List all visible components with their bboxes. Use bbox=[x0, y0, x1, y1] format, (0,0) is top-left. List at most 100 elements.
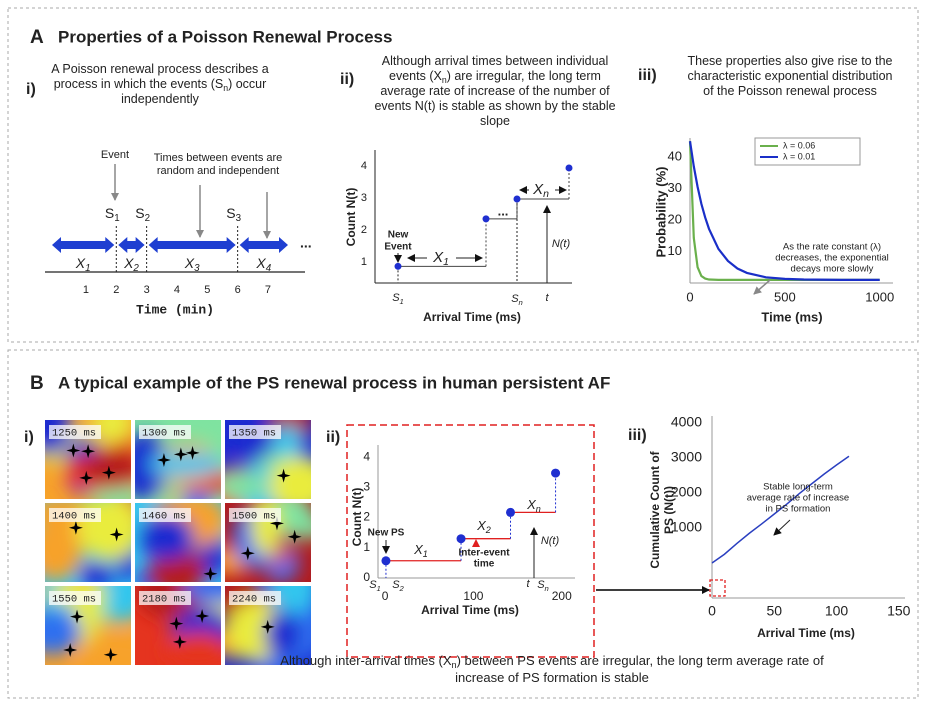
x-tick-label: 1000 bbox=[865, 289, 894, 304]
y-tick-label: 1 bbox=[361, 256, 367, 268]
event-label: S1 bbox=[392, 292, 404, 306]
annotation: decreases, the exponential bbox=[775, 253, 889, 264]
description: of the Poisson renewal process bbox=[703, 84, 877, 98]
interval-label-part: 1 bbox=[423, 549, 428, 559]
caption: increase of PS formation is stable bbox=[455, 670, 649, 685]
description: slope bbox=[480, 114, 510, 128]
data-point bbox=[395, 263, 402, 270]
y-tick-label: 4 bbox=[363, 449, 370, 463]
x-tick-label: 50 bbox=[766, 603, 782, 619]
y-axis-label: PS (N(t)) bbox=[662, 486, 676, 534]
frame-label: 1500 ms bbox=[232, 510, 276, 522]
caption: Although inter-arrival times (Xn) betwee… bbox=[280, 653, 824, 670]
event-label: Sn bbox=[537, 579, 549, 593]
x-tick-label: 6 bbox=[235, 284, 241, 296]
description: Although arrival times between individua… bbox=[382, 54, 609, 68]
description-part: Although arrival times between individua… bbox=[382, 54, 609, 68]
x-tick-label: 100 bbox=[463, 589, 483, 603]
description-part: events N(t) is stable as shown by the st… bbox=[374, 99, 615, 113]
panel-title: Properties of a Poisson Renewal Process bbox=[58, 27, 392, 46]
x-tick-label: 0 bbox=[382, 589, 389, 603]
event-label-part: 1 bbox=[400, 297, 404, 306]
y-tick-label: 3 bbox=[361, 192, 367, 204]
event-label-part: S bbox=[105, 205, 114, 221]
interval-label: X1 bbox=[413, 542, 428, 559]
description: independently bbox=[121, 92, 200, 106]
interval-label-part: X bbox=[184, 255, 195, 271]
x-axis-label: Time (min) bbox=[136, 302, 214, 317]
heatmap-blobs bbox=[26, 486, 146, 589]
description-part: process in which the events (S bbox=[54, 77, 224, 91]
subpanel-label: iii) bbox=[638, 67, 657, 84]
x-tick-label: 5 bbox=[204, 284, 210, 296]
description-part: ) occur bbox=[228, 77, 266, 91]
event-label-part: 1 bbox=[377, 584, 381, 593]
y-tick-label: 3000 bbox=[671, 449, 702, 465]
annotation: decays more slowly bbox=[791, 264, 874, 275]
caption-part: Although inter-arrival times (X bbox=[280, 653, 452, 668]
subpanel-label: i) bbox=[24, 429, 34, 446]
legend-label: λ = 0.01 bbox=[783, 151, 815, 161]
interval-label-part: X bbox=[123, 255, 134, 271]
heatmap-blob bbox=[148, 452, 224, 476]
event-label: S1 bbox=[369, 579, 381, 593]
caption-part: ) between PS events are irregular, the l… bbox=[457, 653, 824, 668]
event-label-part: 1 bbox=[114, 213, 119, 224]
x-tick-label: 500 bbox=[774, 289, 796, 304]
interval-label: Xn bbox=[532, 181, 549, 200]
frame-label: 1250 ms bbox=[52, 427, 96, 439]
interval-label: X3 bbox=[184, 255, 200, 274]
interval-label-part: 1 bbox=[443, 256, 449, 268]
x-tick-label: 2 bbox=[113, 284, 119, 296]
heatmap-blobs bbox=[25, 394, 148, 512]
event-label: S3 bbox=[226, 205, 241, 224]
description-part: These properties also give rise to the bbox=[688, 54, 893, 68]
data-point bbox=[457, 534, 466, 543]
y-tick-label: 4000 bbox=[671, 414, 702, 430]
new-event-label: New PS bbox=[368, 528, 405, 539]
subpanel-label: iii) bbox=[628, 427, 647, 444]
interval-label-part: n bbox=[536, 504, 541, 514]
subpanel-label: ii) bbox=[340, 71, 354, 88]
legend-label: λ = 0.06 bbox=[783, 140, 815, 150]
description: events (Xn) are irregular, the long term bbox=[389, 69, 601, 85]
y-axis-label: Cumulative Count of bbox=[648, 450, 662, 568]
interval-arrow bbox=[149, 237, 236, 253]
panel-label: A bbox=[30, 27, 44, 48]
event-label-part: 3 bbox=[236, 213, 242, 224]
annotation-arrow bbox=[774, 520, 790, 535]
annotation: average rate of increase bbox=[747, 493, 849, 504]
interval-label-part: 2 bbox=[485, 525, 491, 535]
y-axis-label: Count N(t) bbox=[344, 188, 358, 247]
interval-label: X4 bbox=[255, 255, 271, 274]
x-axis-label: Arrival Time (ms) bbox=[421, 603, 519, 617]
interval-label-part: 1 bbox=[85, 263, 90, 274]
x-tick-label: 0 bbox=[686, 289, 693, 304]
y-tick-label: 10 bbox=[668, 243, 682, 258]
interval-label-part: 3 bbox=[194, 263, 200, 274]
gap-note: time bbox=[474, 559, 495, 570]
y-axis-label: Probability (%) bbox=[653, 166, 668, 257]
x-tick-label: 7 bbox=[265, 284, 271, 296]
heatmap-tile bbox=[26, 486, 146, 589]
interval-arrow bbox=[240, 237, 288, 253]
event-label: S1 bbox=[105, 205, 120, 224]
interval-label-part: 2 bbox=[132, 263, 139, 274]
heatmap-blob bbox=[76, 494, 141, 560]
new-event-label: New bbox=[388, 230, 409, 241]
x-tick-label: 0 bbox=[708, 603, 716, 619]
interval-label: X1 bbox=[75, 255, 91, 274]
event-label-part: n bbox=[545, 584, 549, 593]
description-part: characteristic exponential distribution bbox=[688, 69, 893, 83]
y-tick-label: 30 bbox=[668, 180, 682, 195]
event-label-part: n bbox=[519, 298, 523, 307]
time-label: t bbox=[545, 292, 549, 304]
description-part: A Poisson renewal process describes a bbox=[51, 62, 269, 76]
frame-label: 1550 ms bbox=[52, 593, 96, 605]
interval-arrow bbox=[118, 237, 144, 253]
data-point bbox=[483, 215, 490, 222]
y-tick-label: 20 bbox=[668, 211, 682, 226]
description: A Poisson renewal process describes a bbox=[51, 62, 269, 76]
description: process in which the events (Sn) occur bbox=[54, 77, 267, 93]
y-tick-label: 3 bbox=[363, 479, 370, 493]
